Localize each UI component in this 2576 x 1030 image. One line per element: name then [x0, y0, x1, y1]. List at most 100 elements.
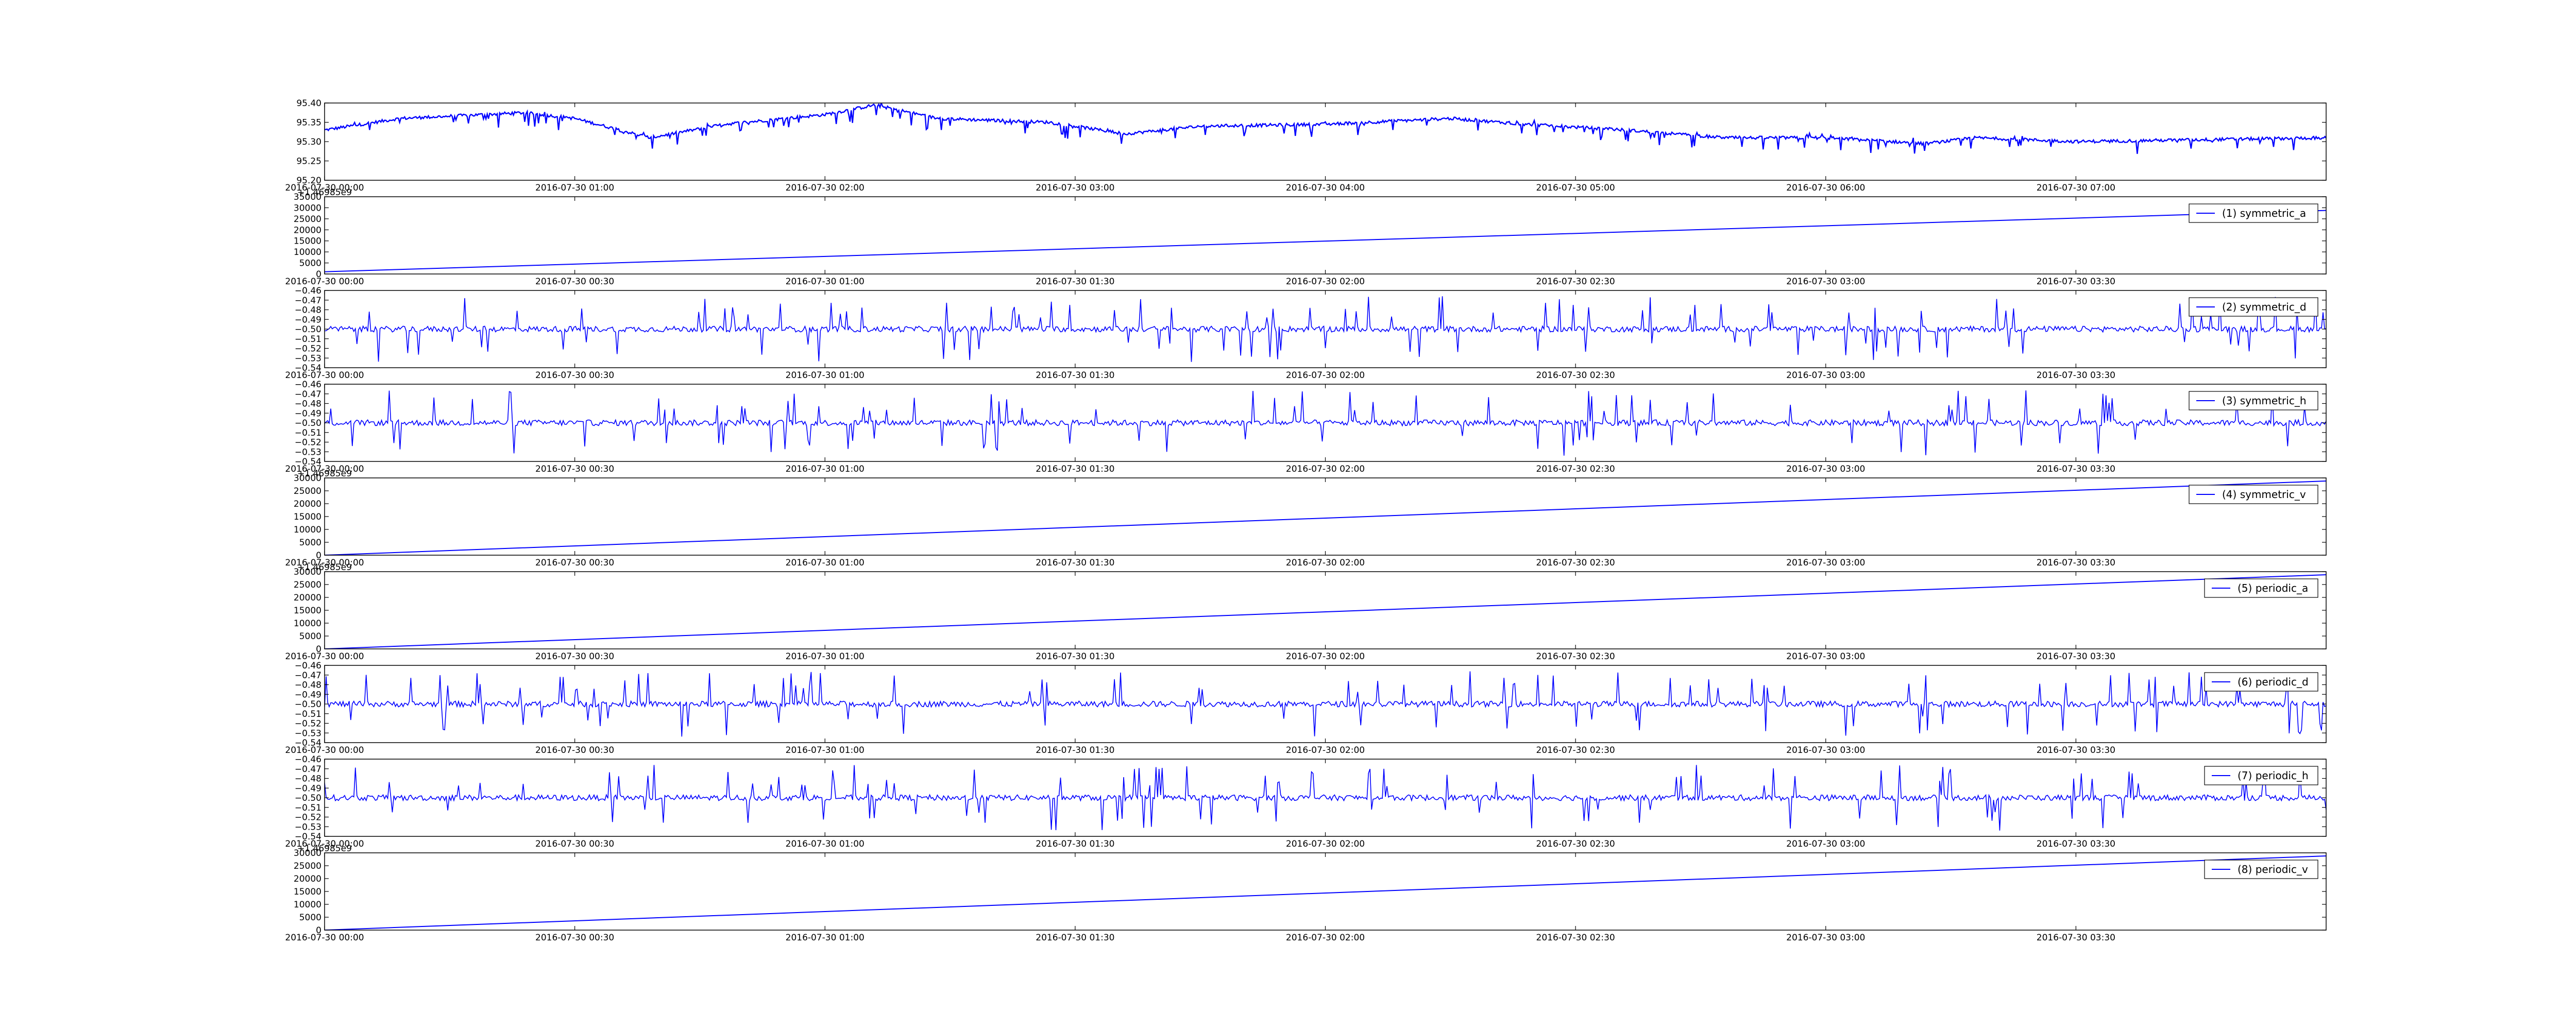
x-tick-label: 2016-07-30 07:00	[2037, 183, 2115, 193]
x-tick-label: 2016-07-30 03:00	[1786, 277, 1865, 287]
subplot-5: 0 5000 10000 15000 20000 25000 30000 2016-07-30…	[285, 469, 2327, 568]
legend: (5) periodic_a	[2204, 578, 2318, 598]
x-tick-label: 2016-07-30 06:00	[1786, 183, 1865, 193]
subplot-8: −0.54−0.53−0.52−0.51−0.50−0.49−0.48−0.47…	[285, 754, 2327, 849]
x-tick-label: 2016-07-30 01:30	[1036, 651, 1114, 662]
y-tick-label: 10000	[294, 900, 321, 910]
y-tick-label: 10000	[294, 525, 321, 535]
x-tick-label: 2016-07-30 04:00	[1286, 183, 1365, 193]
x-tick-label: 2016-07-30 02:00	[1286, 558, 1365, 568]
x-tick-label: 2016-07-30 00:30	[535, 277, 614, 287]
legend-label: (3) symmetric_h	[2222, 394, 2307, 407]
y-tick-label: −0.47	[295, 671, 321, 681]
legend-label: (8) periodic_v	[2238, 863, 2308, 876]
y-tick-label: 5000	[299, 538, 321, 548]
y-offset-label: +1.46985e9	[297, 562, 352, 573]
x-tick-label: 2016-07-30 00:00	[285, 277, 364, 287]
y-tick-label: 30000	[294, 473, 321, 484]
y-offset-label: +1.46985e9	[297, 844, 352, 854]
y-tick-label: 5000	[299, 631, 321, 642]
x-tick-label: 2016-07-30 00:00	[285, 933, 364, 943]
y-tick-label: 0	[316, 269, 321, 280]
series-line	[325, 103, 2326, 154]
subplot-6: 0 5000 10000 15000 20000 25000 30000 2016-07-30…	[285, 562, 2327, 662]
subplot-7: −0.54−0.53−0.52−0.51−0.50−0.49−0.48−0.47…	[285, 661, 2327, 756]
x-tick-label: 2016-07-30 05:00	[1536, 183, 1615, 193]
x-tick-label: 2016-07-30 00:30	[535, 464, 614, 474]
y-tick-label: 20000	[294, 499, 321, 509]
x-tick-label: 2016-07-30 01:30	[1036, 370, 1114, 381]
x-tick-label: 2016-07-30 02:30	[1536, 464, 1615, 474]
y-tick-label: 95.35	[296, 118, 321, 128]
x-tick-label: 2016-07-30 02:30	[1536, 370, 1615, 381]
y-tick-label: −0.51	[295, 709, 321, 719]
x-tick-label: 2016-07-30 03:30	[2037, 558, 2115, 568]
legend: (8) periodic_v	[2204, 860, 2318, 879]
y-tick-label: 20000	[294, 225, 321, 235]
subplot-3: −0.54−0.53−0.52−0.51−0.50−0.49−0.48−0.47…	[285, 286, 2327, 381]
x-tick-label: 2016-07-30 00:30	[535, 933, 614, 943]
y-tick-label: 35000	[294, 192, 321, 202]
y-tick-label: 30000	[294, 203, 321, 213]
subplot-stack: 95.20 95.25 95.30 95.35 95.40 2016-07-30 00:0…	[285, 98, 2327, 943]
y-tick-label: 0	[316, 551, 321, 561]
x-tick-label: 2016-07-30 03:30	[2037, 745, 2115, 756]
y-tick-label: −0.50	[295, 793, 321, 803]
legend-box	[2189, 485, 2318, 504]
y-tick-label: −0.54	[295, 457, 321, 467]
x-tick-label: 2016-07-30 02:00	[1286, 277, 1365, 287]
y-tick-label: −0.51	[295, 334, 321, 345]
x-tick-label: 2016-07-30 02:30	[1536, 558, 1615, 568]
series-line	[325, 210, 2326, 272]
y-tick-label: −0.50	[295, 324, 321, 335]
x-tick-label: 2016-07-30 01:30	[1036, 839, 1114, 849]
x-tick-label: 2016-07-30 01:30	[1036, 933, 1114, 943]
x-tick-label: 2016-07-30 03:30	[2037, 277, 2115, 287]
y-tick-label: −0.53	[295, 728, 321, 739]
x-tick-label: 2016-07-30 00:30	[535, 839, 614, 849]
y-tick-label: −0.52	[295, 344, 321, 354]
x-tick-label: 2016-07-30 00:00	[285, 183, 364, 193]
y-tick-label: −0.53	[295, 822, 321, 832]
y-tick-label: −0.48	[295, 305, 321, 316]
y-tick-label: −0.46	[295, 661, 321, 671]
y-tick-label: −0.49	[295, 315, 321, 325]
y-tick-label: 15000	[294, 887, 321, 897]
series-line	[325, 855, 2326, 930]
series-line	[325, 765, 2326, 831]
legend-label: (6) periodic_d	[2238, 676, 2309, 688]
x-tick-label: 2016-07-30 03:30	[2037, 651, 2115, 662]
x-tick-label: 2016-07-30 02:30	[1536, 277, 1615, 287]
y-tick-label: −0.48	[295, 399, 321, 409]
x-tick-label: 2016-07-30 03:30	[2037, 839, 2115, 849]
x-tick-label: 2016-07-30 02:30	[1536, 651, 1615, 662]
x-tick-label: 2016-07-30 03:00	[1036, 183, 1114, 193]
legend: (3) symmetric_h	[2189, 391, 2318, 410]
y-tick-label: 95.40	[296, 98, 321, 109]
y-tick-label: −0.46	[295, 754, 321, 765]
x-tick-label: 2016-07-30 01:30	[1036, 745, 1114, 756]
y-tick-label: −0.49	[295, 690, 321, 700]
series-line	[325, 390, 2326, 456]
x-tick-label: 2016-07-30 03:30	[2037, 933, 2115, 943]
y-tick-label: −0.50	[295, 699, 321, 710]
x-tick-label: 2016-07-30 00:00	[285, 464, 364, 474]
y-tick-label: 95.20	[296, 176, 321, 186]
y-tick-label: −0.46	[295, 286, 321, 296]
y-tick-label: −0.48	[295, 680, 321, 691]
x-tick-label: 2016-07-30 03:00	[1786, 745, 1865, 756]
y-tick-label: −0.47	[295, 764, 321, 775]
series-line	[325, 574, 2326, 649]
y-tick-label: 30000	[294, 567, 321, 577]
y-offset-label: +1.46985e9	[297, 469, 352, 479]
x-tick-label: 2016-07-30 00:30	[535, 370, 614, 381]
y-tick-label: −0.48	[295, 774, 321, 784]
legend-label: (5) periodic_a	[2238, 582, 2308, 594]
x-tick-label: 2016-07-30 02:00	[786, 183, 865, 193]
y-tick-label: 0	[316, 925, 321, 936]
y-tick-label: 25000	[294, 214, 321, 225]
y-offset-label: +1.46985e9	[297, 187, 352, 198]
y-tick-label: 0	[316, 644, 321, 655]
